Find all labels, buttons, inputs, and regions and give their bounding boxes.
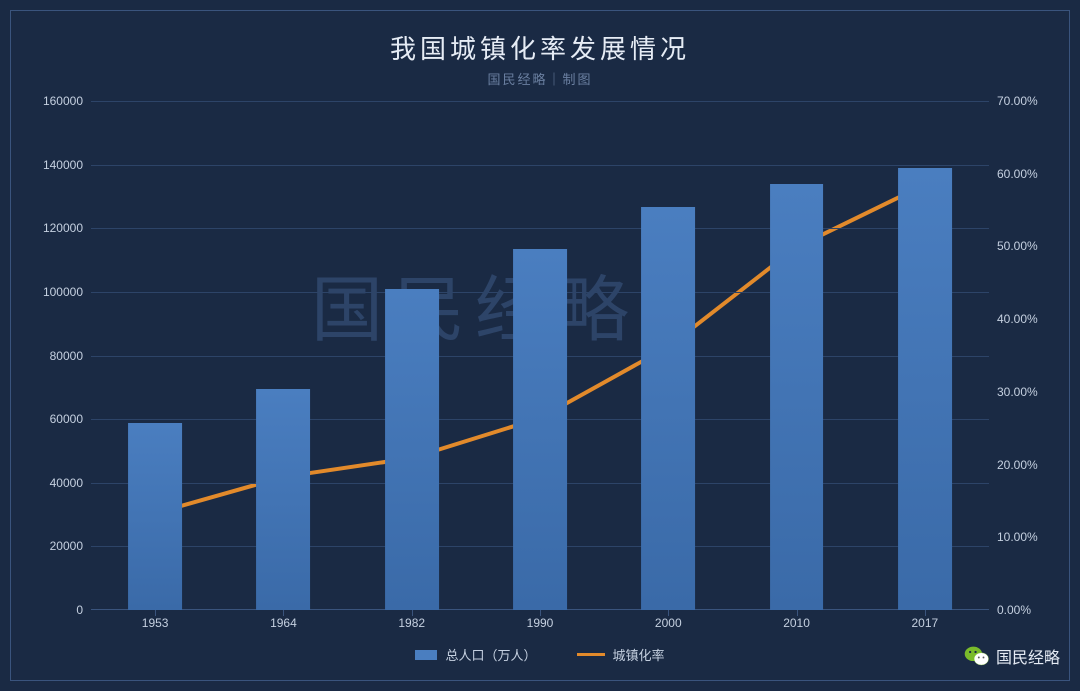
bar bbox=[128, 423, 182, 610]
y-right-tick: 30.00% bbox=[989, 385, 1038, 399]
bar bbox=[641, 207, 695, 610]
bar bbox=[513, 249, 567, 610]
gridline bbox=[91, 165, 989, 166]
y-right-tick: 40.00% bbox=[989, 312, 1038, 326]
y-right-tick: 60.00% bbox=[989, 167, 1038, 181]
x-tick-mark bbox=[540, 610, 541, 616]
x-tick-mark bbox=[155, 610, 156, 616]
y-left-tick: 100000 bbox=[43, 285, 91, 299]
y-right-tick: 0.00% bbox=[989, 603, 1031, 617]
wechat-brand: 国民经略 bbox=[964, 643, 1060, 669]
bar bbox=[256, 389, 310, 610]
legend: 总人口（万人） 城镇化率 bbox=[11, 645, 1069, 664]
y-left-tick: 40000 bbox=[50, 476, 91, 490]
y-left-tick: 80000 bbox=[50, 349, 91, 363]
y-left-tick: 0 bbox=[76, 603, 91, 617]
y-left-tick: 120000 bbox=[43, 221, 91, 235]
y-right-tick: 20.00% bbox=[989, 458, 1038, 472]
x-tick-mark bbox=[797, 610, 798, 616]
legend-item-bar: 总人口（万人） bbox=[415, 645, 536, 664]
bar bbox=[385, 289, 439, 610]
bar bbox=[770, 184, 824, 610]
wechat-brand-name: 国民经略 bbox=[996, 644, 1060, 668]
x-tick-mark bbox=[412, 610, 413, 616]
legend-label-line: 城镇化率 bbox=[613, 645, 665, 664]
chart-frame: 我国城镇化率发展情况 国民经略｜制图 国民经略 0200004000060000… bbox=[10, 10, 1070, 681]
y-left-tick: 160000 bbox=[43, 94, 91, 108]
y-right-tick: 50.00% bbox=[989, 239, 1038, 253]
x-tick-mark bbox=[925, 610, 926, 616]
chart-title: 我国城镇化率发展情况 bbox=[11, 29, 1069, 66]
x-tick-mark bbox=[283, 610, 284, 616]
wechat-icon bbox=[964, 643, 990, 669]
chart-subtitle: 国民经略｜制图 bbox=[11, 69, 1069, 88]
legend-item-line: 城镇化率 bbox=[577, 645, 665, 664]
y-left-tick: 60000 bbox=[50, 412, 91, 426]
y-left-tick: 140000 bbox=[43, 158, 91, 172]
x-tick-mark bbox=[668, 610, 669, 616]
legend-swatch-bar bbox=[415, 650, 437, 660]
gridline bbox=[91, 101, 989, 102]
legend-label-bar: 总人口（万人） bbox=[445, 645, 536, 664]
y-right-tick: 10.00% bbox=[989, 530, 1038, 544]
y-left-tick: 20000 bbox=[50, 539, 91, 553]
plot-area: 0200004000060000800001000001200001400001… bbox=[91, 101, 989, 610]
legend-swatch-line bbox=[577, 653, 605, 656]
bar bbox=[898, 168, 952, 610]
y-right-tick: 70.00% bbox=[989, 94, 1038, 108]
gridline bbox=[91, 228, 989, 229]
